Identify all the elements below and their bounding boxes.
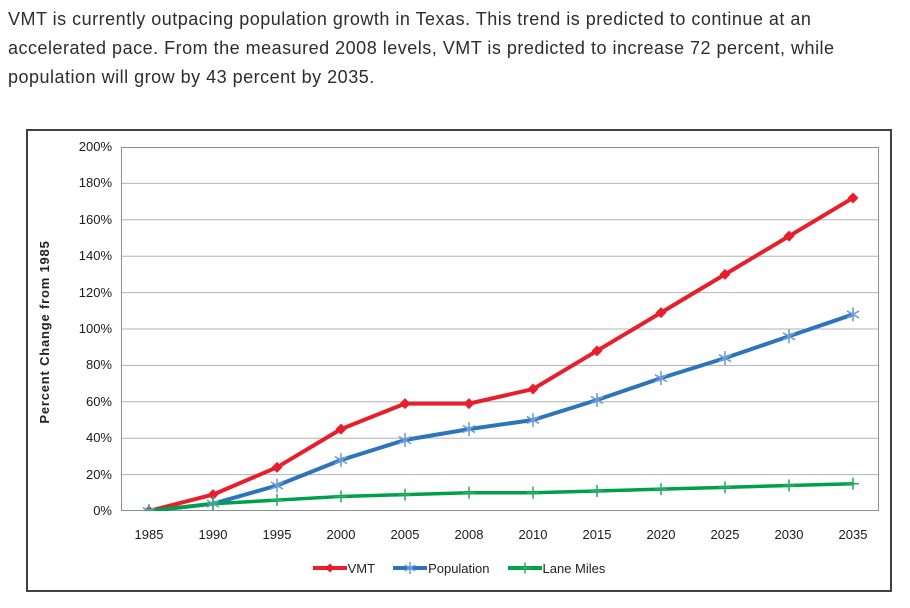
asterisk-marker — [270, 478, 284, 493]
diamond-marker — [207, 489, 219, 501]
x-tick-label: 2010 — [518, 527, 548, 542]
intro-text: VMT is currently outpacing population gr… — [8, 5, 908, 92]
y-tick-label: 100% — [78, 321, 112, 336]
diamond-marker — [335, 423, 347, 435]
plot-border — [121, 147, 879, 511]
chart-box: Percent Change from 1985 0% 20% 40% 60% 80% 1… — [26, 129, 892, 592]
x-tick-label: 1995 — [262, 527, 292, 542]
asterisk-marker — [462, 422, 476, 437]
plus-marker — [591, 484, 603, 497]
diamond-marker — [591, 345, 603, 357]
intro-line-2: accelerated pace. From the measured 2008… — [8, 38, 835, 58]
x-tick-label: 2035 — [838, 527, 868, 542]
y-tick-label: 120% — [78, 284, 112, 300]
asterisk-marker — [404, 562, 416, 574]
y-tick-label: 60% — [85, 393, 112, 409]
legend-label: Population — [428, 560, 490, 576]
plus-marker — [271, 494, 283, 507]
series-line-lane-miles — [147, 481, 855, 511]
asterisk-marker — [846, 307, 860, 322]
y-tick-label: 40% — [85, 430, 112, 446]
plus-marker — [719, 481, 731, 494]
diamond-marker — [271, 461, 283, 473]
x-tick-label: 2005 — [390, 527, 420, 542]
plus-marker — [399, 488, 411, 501]
plus-marker — [207, 497, 219, 510]
plus-marker — [143, 505, 155, 511]
asterisk-marker — [398, 433, 412, 448]
series-line-vmt — [147, 195, 855, 511]
asterisk-marker — [334, 453, 348, 468]
asterisk-marker — [526, 413, 540, 427]
legend-marker-diamond-icon — [312, 563, 347, 573]
series-line-population — [147, 312, 855, 511]
chart-legend: VMT Population Lane Miles — [28, 560, 890, 576]
diamond-marker — [527, 383, 539, 395]
asterisk-marker — [718, 351, 732, 366]
plus-marker — [463, 486, 475, 499]
legend-marker-plus-icon — [507, 562, 542, 574]
legend-item-vmt: VMT — [312, 560, 376, 576]
plus-marker — [847, 477, 859, 490]
legend-label: VMT — [347, 560, 376, 576]
legend-item-lane-miles: Lane Miles — [507, 560, 606, 576]
intro-line-3: population will grow by 43 percent by 20… — [8, 67, 375, 87]
diamond-marker — [655, 307, 667, 319]
x-tick-label: 2015 — [582, 527, 612, 542]
chart-plot — [121, 147, 879, 511]
intro-line-1: VMT is currently outpacing population gr… — [8, 9, 812, 29]
plus-marker — [519, 562, 531, 574]
diamond-marker — [399, 398, 411, 410]
plus-marker — [655, 483, 667, 496]
asterisk-marker — [654, 371, 668, 386]
diamond-marker — [783, 230, 795, 242]
x-tick-label: 2008 — [454, 527, 484, 542]
diamond-marker — [847, 192, 859, 204]
diamond-marker — [463, 398, 475, 410]
y-tick-label: 180% — [78, 175, 112, 191]
diamond-marker — [719, 268, 731, 280]
asterisk-marker — [590, 392, 604, 407]
legend-label: Lane Miles — [542, 560, 606, 576]
x-tick-label: 2020 — [646, 527, 676, 542]
y-tick-label: 80% — [85, 357, 112, 373]
x-tick-label: 2000 — [326, 527, 356, 542]
y-tick-label: 20% — [85, 466, 112, 482]
plus-marker — [335, 490, 347, 503]
x-tick-label: 1985 — [134, 527, 164, 542]
x-tick-label: 1990 — [198, 527, 228, 542]
plus-marker — [527, 486, 539, 499]
legend-item-population: Population — [393, 560, 490, 576]
y-tick-label: 200% — [78, 139, 112, 154]
x-tick-label: 2025 — [710, 527, 740, 542]
y-tick-label: 140% — [78, 248, 112, 264]
legend-marker-asterisk-icon — [393, 562, 428, 574]
x-tick-label: 2030 — [774, 527, 804, 542]
y-tick-label: 160% — [78, 211, 112, 227]
plus-marker — [783, 479, 795, 492]
diamond-marker — [325, 563, 335, 573]
y-tick-label: 0% — [93, 503, 112, 518]
asterisk-marker — [782, 329, 796, 344]
